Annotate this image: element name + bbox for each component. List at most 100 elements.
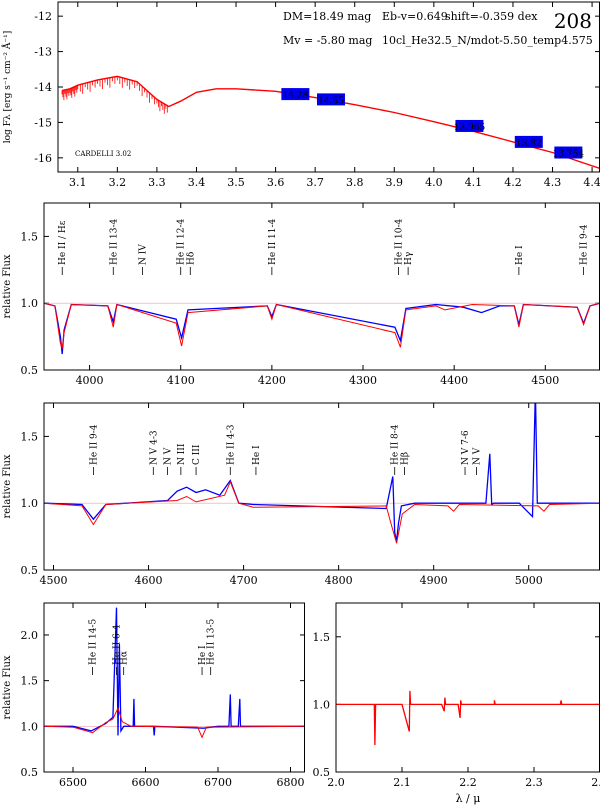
line-id-label: He II 4-3 — [226, 424, 236, 465]
x-tick-label: 3.7 — [306, 176, 324, 189]
line-id-label: N V 7-6 — [461, 430, 471, 465]
panel-mid-spectrum: 4500 4600 4700 4800 4900 5000 0.5 1.0 1.5 relativ… — [2, 402, 600, 587]
photometry-box — [281, 88, 310, 101]
x-tick-label: 4.0 — [425, 176, 443, 189]
line-id-label: He II 14-5 — [89, 619, 99, 666]
reddening-text: Eb-v=0.649 — [382, 10, 448, 23]
y-axis-label: relative Flux — [2, 454, 13, 518]
plot-frame — [335, 602, 600, 773]
photometry-label: 14.28 — [282, 91, 308, 101]
line-id-label: Hδ — [186, 252, 196, 265]
x-tick-label: 4600 — [135, 574, 163, 587]
model-sed-line — [61, 75, 600, 170]
reddening-law-label: CARDELLI 3.02 — [75, 150, 131, 158]
x-tick-label: 3.8 — [346, 176, 364, 189]
data-group — [44, 403, 600, 544]
y-tick-label: -14 — [34, 81, 52, 94]
x-tick-label: 4500 — [40, 574, 68, 587]
x-tick-label: 4.4 — [583, 176, 600, 189]
line-id-label: He I — [252, 445, 262, 465]
y-tick-label: 1.0 — [21, 720, 39, 733]
y-axis-label: relative Flux — [2, 655, 13, 719]
x-tick-label: 4700 — [230, 574, 258, 587]
x-tick-label: 4.2 — [504, 176, 522, 189]
data-group — [44, 302, 600, 355]
x-tick-label: 4400 — [440, 374, 468, 387]
line-id-label: C III — [192, 444, 202, 465]
line-id-label: N III — [177, 443, 187, 465]
line-id-label: Hα — [120, 651, 130, 665]
y-tick-label: -13 — [34, 46, 52, 59]
x-tick-label: 4300 — [349, 374, 377, 387]
model-spectrum-line — [44, 480, 600, 544]
model-spectrum-line — [336, 690, 600, 746]
line-id-label: He II 6-4 — [113, 624, 123, 665]
x-tick-label: 3.1 — [69, 176, 87, 189]
x-tick-label: 6500 — [59, 776, 87, 789]
distance-modulus-text: DM=18.49 mag — [283, 10, 371, 23]
model-name-text: 10cl_He32.5_N/mdot-5.50_temp4.575 — [382, 34, 593, 47]
photometry-label: 13.82 — [516, 139, 542, 149]
y-tick-label: -15 — [34, 116, 52, 129]
line-id-label: He II / Hε — [58, 220, 68, 265]
y-tick-label: 1.5 — [21, 675, 39, 688]
x-tick-label: 3.5 — [227, 176, 245, 189]
line-id-label: He II 12-4 — [177, 219, 187, 266]
observed-spectrum-line — [44, 302, 600, 355]
photometry-label: 14.65 — [318, 96, 344, 106]
y-tick-label: 1.0 — [21, 297, 39, 310]
absolute-magnitude-text: Mv = -5.80 mag — [283, 34, 372, 47]
line-id-label: N V — [472, 447, 482, 465]
photometry-box — [554, 146, 583, 159]
model-spectrum-line — [44, 706, 305, 739]
line-id-label: He I — [515, 245, 525, 265]
shift-text: shift=-0.359 dex — [445, 10, 538, 23]
x-tick-label: 4.1 — [465, 176, 483, 189]
model-spectrum-line — [44, 302, 600, 349]
line-id-label: Hβ — [400, 452, 410, 465]
x-tick-label: 4000 — [76, 374, 104, 387]
panel-sed: 3.1 3.2 3.3 3.4 3.5 3.6 3.7 3.8 3.9 4.0 4.1 4.2 4.3 4… — [1, 1, 600, 189]
plot-number: 208 — [554, 9, 592, 33]
y-tick-label: 0.5 — [313, 766, 331, 779]
observed-spectrum-line — [44, 403, 600, 541]
line-id-label: N IV — [138, 244, 148, 265]
y-tick-label: 1.0 — [21, 497, 39, 510]
x-tick-label: 2.3 — [525, 776, 543, 789]
x-tick-label: 4.3 — [544, 176, 562, 189]
x-tick-label: 3.6 — [267, 176, 285, 189]
x-tick-label: 6600 — [132, 776, 160, 789]
y-tick-label: 1.5 — [313, 631, 331, 644]
y-tick-label: 0.5 — [21, 364, 39, 377]
x-tick-label: 3.4 — [188, 176, 206, 189]
x-tick-label: 4100 — [167, 374, 195, 387]
photometry-box — [316, 93, 345, 106]
x-tick-label: 2.1 — [393, 776, 411, 789]
line-id-label: N V — [164, 447, 174, 465]
photometry-label: 13.754 — [553, 150, 585, 160]
x-tick-label: 4800 — [325, 574, 353, 587]
x-tick-label: 3.9 — [386, 176, 404, 189]
line-id-label: He I — [198, 645, 208, 665]
x-tick-label: 3.2 — [109, 176, 127, 189]
line-id-label: He II 8-4 — [391, 424, 401, 465]
y-tick-label: 1.5 — [21, 430, 39, 443]
line-id-label: He II 13-5 — [207, 619, 217, 666]
y-tick-label: -16 — [34, 152, 52, 165]
line-id-label: Hγ — [404, 252, 414, 265]
photometry-label: 13.965 — [454, 123, 486, 133]
panel-halpha-spectrum: 6500 6600 6700 6800 0.5 1.0 1.5 2.0 relative Flu… — [2, 602, 305, 789]
x-tick-label: 2.0 — [327, 776, 345, 789]
y-tick-label: -12 — [34, 10, 52, 23]
observed-spectrum-line — [44, 607, 305, 736]
plot-frame — [43, 602, 305, 773]
y-axis-label: log Fλ [erg s⁻¹ cm⁻² Å⁻¹] — [1, 31, 13, 144]
panel-blue-spectrum: 4000 4100 4200 4300 4400 4500 0.5 1.0 1.5 relativ… — [2, 202, 600, 387]
y-tick-label: 1.5 — [21, 230, 39, 243]
x-tick-label: 4500 — [531, 374, 559, 387]
x-axis-label: λ / μ — [456, 792, 481, 805]
line-id-label: N V 4-3 — [149, 430, 159, 465]
y-tick-label: 1.0 — [313, 698, 331, 711]
x-tick-label: 2.4 — [591, 776, 600, 789]
x-tick-label: 5000 — [515, 574, 543, 587]
